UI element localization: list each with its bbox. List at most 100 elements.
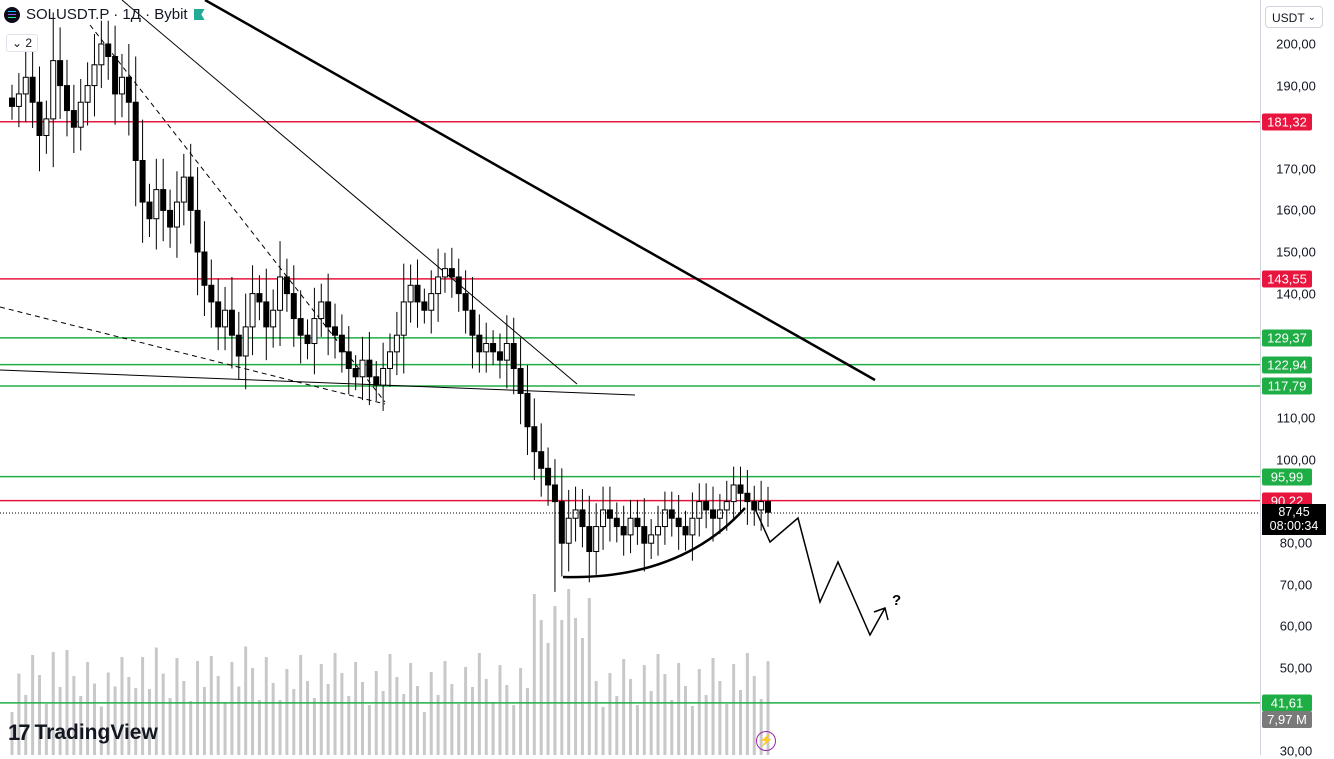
- volume-bar: [615, 696, 619, 755]
- candle: [187, 143, 194, 244]
- chevron-down-icon: ⌄: [12, 36, 23, 50]
- currency-selector[interactable]: USDT ⌄: [1265, 6, 1323, 28]
- candle-body: [139, 159, 146, 203]
- candle-body: [620, 526, 627, 536]
- volume-bar: [732, 664, 736, 755]
- trendline-thin[interactable]: [121, 0, 578, 385]
- chart-area[interactable]: ? SOLUSDT.P · 1Д · Bybit ⌄ 2 17 TradingV…: [0, 0, 1260, 755]
- chart-canvas[interactable]: ?: [0, 0, 1260, 755]
- volume-bar: [264, 657, 268, 755]
- candle: [600, 486, 607, 550]
- tradingview-logo[interactable]: 17 TradingView: [8, 720, 158, 746]
- candle: [180, 153, 187, 226]
- candle-body: [194, 209, 201, 253]
- volume-bar: [285, 669, 289, 755]
- volume-bar: [718, 681, 722, 755]
- candle-body: [600, 509, 607, 528]
- volume-bar: [422, 712, 426, 755]
- volume-bar: [457, 704, 461, 755]
- volume-bar: [739, 690, 743, 755]
- volume-bar: [31, 655, 35, 755]
- candle-body: [744, 492, 751, 503]
- trendline-flat[interactable]: [0, 369, 636, 396]
- candle-body: [455, 276, 462, 295]
- candle-body: [710, 509, 717, 519]
- volume-bar: [292, 689, 296, 755]
- candle: [201, 221, 208, 317]
- candle: [641, 498, 648, 572]
- trendline-dashed-upper[interactable]: [89, 24, 386, 403]
- candle-body: [345, 351, 352, 369]
- candle-body: [153, 189, 160, 220]
- candle: [63, 59, 70, 137]
- volume-bar: [766, 661, 770, 755]
- candle-body: [758, 501, 765, 511]
- price-tick: 150,00: [1276, 244, 1316, 260]
- candle-body: [641, 526, 648, 544]
- volume-bar: [415, 686, 419, 755]
- projection-path[interactable]: [751, 501, 886, 637]
- candle-body: [737, 484, 744, 494]
- lightning-icon[interactable]: ⚡: [756, 731, 776, 751]
- volume-bar: [429, 672, 433, 755]
- candle-body: [606, 509, 613, 519]
- candle: [744, 469, 751, 525]
- candle-body: [661, 509, 668, 528]
- candle: [634, 499, 641, 545]
- volume-bar: [642, 665, 646, 755]
- candle-body: [338, 334, 345, 353]
- candle-body: [22, 76, 29, 95]
- flag-icon[interactable]: [193, 9, 205, 20]
- candle-body: [304, 334, 311, 345]
- volume-bar: [745, 653, 749, 755]
- volume-bar: [209, 656, 213, 755]
- volume-bar: [656, 654, 660, 755]
- level-tag: 41,61: [1262, 694, 1312, 712]
- candle: [125, 44, 132, 136]
- price-tick: 160,00: [1276, 202, 1316, 218]
- volume-bar: [161, 673, 165, 755]
- volume-bar: [237, 686, 241, 755]
- candle: [620, 505, 627, 556]
- candle-body: [648, 534, 655, 544]
- candle: [228, 276, 235, 369]
- candle-body: [696, 501, 703, 519]
- candle: [655, 505, 662, 556]
- candle: [50, 12, 57, 168]
- volume-bar: [635, 705, 639, 755]
- volume-bar: [99, 706, 103, 755]
- candle: [723, 480, 730, 531]
- volume-bar: [17, 673, 21, 755]
- candle: [572, 486, 579, 542]
- candle: [455, 258, 462, 312]
- rounding-arc[interactable]: [562, 507, 746, 579]
- volume-bar: [498, 665, 502, 755]
- symbol-legend[interactable]: SOLUSDT.P · 1Д · Bybit: [4, 6, 205, 23]
- candle: [22, 48, 29, 123]
- candle-body: [627, 517, 634, 536]
- candle-body: [187, 176, 194, 211]
- candle-body: [263, 301, 270, 328]
- trendline-major[interactable]: [204, 0, 876, 382]
- level-tag: 95,99: [1262, 468, 1312, 486]
- candle: [737, 466, 744, 512]
- trendline-dashed-lower[interactable]: [0, 306, 386, 405]
- volume-bar: [677, 663, 681, 755]
- volume-bar: [395, 677, 399, 755]
- candle-body: [428, 293, 435, 311]
- collapse-indicators-button[interactable]: ⌄ 2: [6, 34, 39, 52]
- candle-body: [290, 293, 297, 320]
- candle-body: [613, 517, 620, 528]
- volume-bar: [306, 681, 310, 755]
- candle: [545, 447, 552, 506]
- volume-bar: [202, 687, 206, 755]
- candle: [359, 336, 366, 401]
- candle-body: [655, 526, 662, 536]
- candle-body: [167, 209, 174, 228]
- candle: [551, 459, 558, 592]
- volume-bar: [759, 699, 763, 755]
- price-scale[interactable]: USDT ⌄ 200,00 190,00 170,00 160,00 150,00 140…: [1260, 0, 1334, 759]
- volume-bar: [216, 676, 220, 755]
- candle: [118, 53, 125, 118]
- volume-bar: [670, 700, 674, 755]
